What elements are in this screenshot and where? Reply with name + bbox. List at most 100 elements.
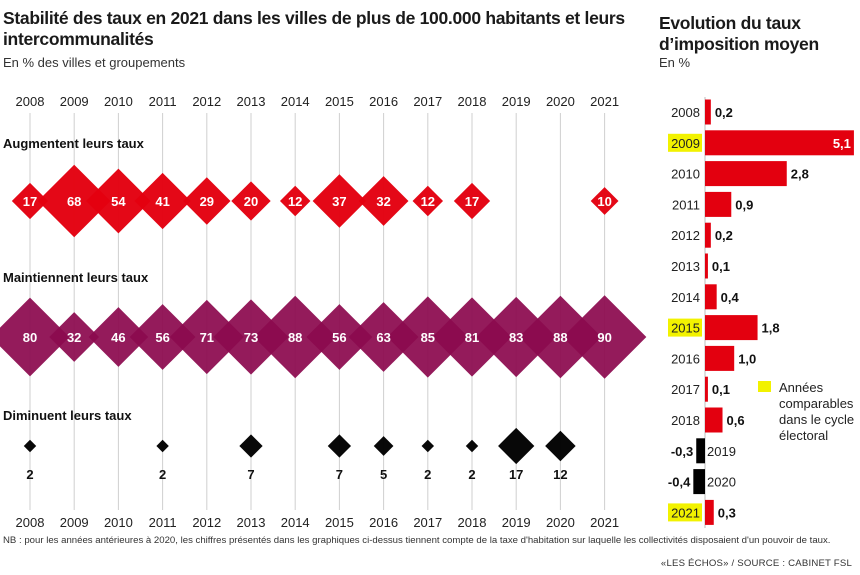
data-label: 90: [597, 330, 611, 345]
year-label-top: 2008: [16, 94, 45, 109]
diamond-mark: [327, 434, 352, 458]
diamond-mark: [348, 302, 419, 372]
diamond-mark: [134, 172, 191, 230]
diamond-mark: [49, 312, 100, 362]
value-label: 0,6: [727, 413, 745, 428]
year-label-top: 2017: [413, 94, 442, 109]
year-label-top: 2018: [458, 94, 487, 109]
year-label-bottom: 2017: [413, 515, 442, 530]
data-label: 2: [424, 467, 431, 482]
year-label-top: 2019: [502, 94, 531, 109]
diamond-mark: [312, 174, 367, 228]
bar-2014: [705, 284, 717, 310]
diamond-mark: [23, 439, 37, 453]
data-label: 56: [332, 330, 346, 345]
value-label: -0,3: [671, 444, 693, 459]
bar-2019: [696, 438, 705, 464]
right-chart-title: Evolution du taux d’imposition moyen: [659, 13, 819, 54]
year-label-top: 2016: [369, 94, 398, 109]
year-label-top: 2014: [281, 94, 310, 109]
category-label: 2020: [707, 475, 736, 490]
year-label-top: 2013: [237, 94, 266, 109]
diamond-mark: [88, 307, 149, 367]
data-label: 73: [244, 330, 258, 345]
data-label: 17: [509, 467, 523, 482]
diamond-mark: [590, 187, 619, 215]
year-label-top: 2011: [149, 94, 177, 109]
data-label: 41: [155, 194, 169, 209]
diamond-mark: [239, 434, 263, 458]
source-credit: «LES ÉCHOS» / SOURCE : CABINET FSL: [660, 558, 852, 569]
value-label: 5,1: [833, 136, 851, 151]
series-label: Maintiennent leurs taux: [3, 270, 149, 285]
value-label: 0,1: [712, 259, 730, 274]
value-label: -0,4: [668, 475, 691, 490]
highlight-marker: [668, 503, 702, 522]
data-label: 12: [421, 194, 435, 209]
diamond-mark: [306, 304, 373, 370]
diamond-mark: [231, 181, 271, 221]
highlight-marker: [668, 133, 702, 152]
legend-text: comparables: [779, 396, 854, 411]
year-label-bottom: 2012: [192, 515, 221, 530]
diamond-mark: [183, 177, 231, 225]
diamond-mark: [498, 427, 535, 465]
diamond-mark: [37, 164, 111, 238]
series-group: [11, 164, 619, 238]
value-label: 0,1: [712, 382, 730, 397]
category-label: 2010: [671, 167, 700, 182]
data-label: 68: [67, 194, 81, 209]
data-label: 5: [380, 467, 387, 482]
highlight-marker: [668, 318, 702, 337]
bar-2017: [705, 376, 708, 402]
diamond-mark: [358, 176, 409, 226]
data-label: 37: [332, 194, 346, 209]
diamond-mark: [86, 168, 151, 234]
data-label: 2: [159, 467, 166, 482]
data-label: 2: [468, 467, 475, 482]
data-label: 20: [244, 194, 258, 209]
diamond-mark: [453, 182, 491, 220]
category-label: 2012: [671, 228, 700, 243]
data-label: 80: [23, 330, 37, 345]
year-label-bottom: 2009: [60, 515, 89, 530]
year-label-top: 2012: [192, 94, 221, 109]
year-label-bottom: 2020: [546, 515, 575, 530]
diamond-mark: [279, 185, 311, 217]
year-label-bottom: 2014: [281, 515, 310, 530]
year-label-bottom: 2010: [104, 515, 133, 530]
bar-2013: [705, 253, 708, 279]
value-label: 0,2: [715, 105, 733, 120]
category-label: 2014: [671, 290, 700, 305]
bar-2015: [705, 315, 758, 341]
category-label: 2021: [671, 505, 700, 520]
data-label: 32: [376, 194, 390, 209]
data-label: 17: [465, 194, 479, 209]
right-chart-subtitle: En %: [659, 55, 691, 70]
series-group: [23, 427, 576, 465]
data-label: 29: [200, 194, 214, 209]
data-label: 46: [111, 330, 125, 345]
diamond-mark: [432, 297, 512, 377]
diamond-mark: [465, 439, 479, 453]
diamond-mark: [213, 299, 289, 375]
value-label: 0,9: [735, 197, 753, 212]
bar-2009: [705, 130, 854, 156]
diamond-mark: [412, 185, 444, 217]
data-label: 71: [200, 330, 214, 345]
year-label-bottom: 2019: [502, 515, 531, 530]
year-label-bottom: 2011: [149, 515, 177, 530]
year-label-bottom: 2021: [590, 515, 619, 530]
legend-text: électoral: [779, 428, 828, 443]
data-label: 88: [288, 330, 302, 345]
value-label: 1,8: [762, 321, 780, 336]
year-label-bottom: 2008: [16, 515, 45, 530]
category-label: 2011: [672, 197, 700, 212]
category-label: 2018: [671, 413, 700, 428]
year-label-top: 2015: [325, 94, 354, 109]
diamond-mark: [373, 436, 394, 456]
data-label: 12: [288, 194, 302, 209]
year-label-bottom: 2013: [237, 515, 266, 530]
diamond-mark: [421, 439, 435, 453]
